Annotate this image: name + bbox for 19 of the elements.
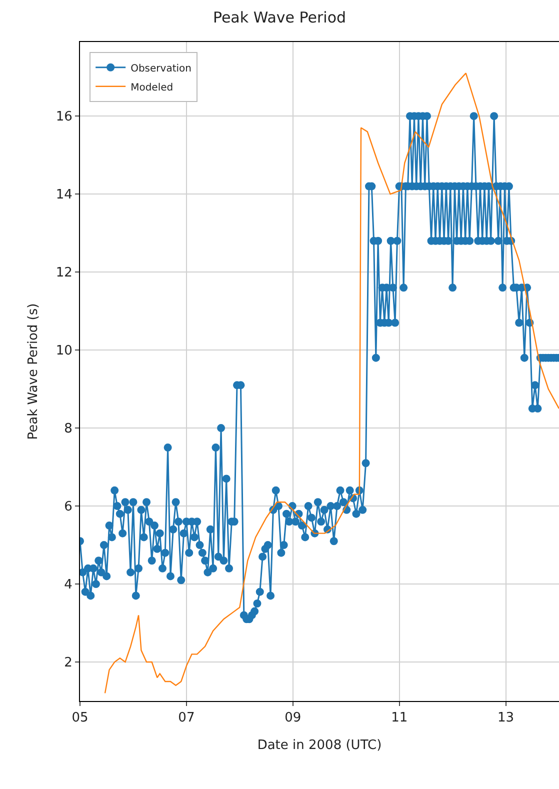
- legend-label: Observation: [130, 63, 192, 74]
- x-tick-label: 07: [178, 710, 195, 726]
- y-tick-label: 6: [64, 500, 72, 515]
- y-tick-label: 4: [64, 578, 72, 593]
- x-tick-label: 11: [391, 710, 408, 726]
- y-axis-title: Peak Wave Period (s): [26, 303, 41, 440]
- y-tick-label: 8: [64, 422, 72, 437]
- x-axis-title: Date in 2008 (UTC): [257, 738, 382, 754]
- x-tick-label: 13: [498, 710, 514, 726]
- y-tick-label: 14: [56, 188, 72, 203]
- y-tick-label: 2: [64, 656, 72, 671]
- x-tick-label: 09: [284, 710, 302, 726]
- y-tick-label: 12: [56, 266, 72, 281]
- y-tick-label: 16: [56, 110, 72, 125]
- legend-label: Modeled: [130, 82, 174, 94]
- x-tick-label: 05: [72, 710, 88, 726]
- chart-title: Peak Wave Period: [212, 8, 346, 26]
- line-series: [104, 72, 559, 694]
- y-tick-label: 10: [56, 344, 72, 359]
